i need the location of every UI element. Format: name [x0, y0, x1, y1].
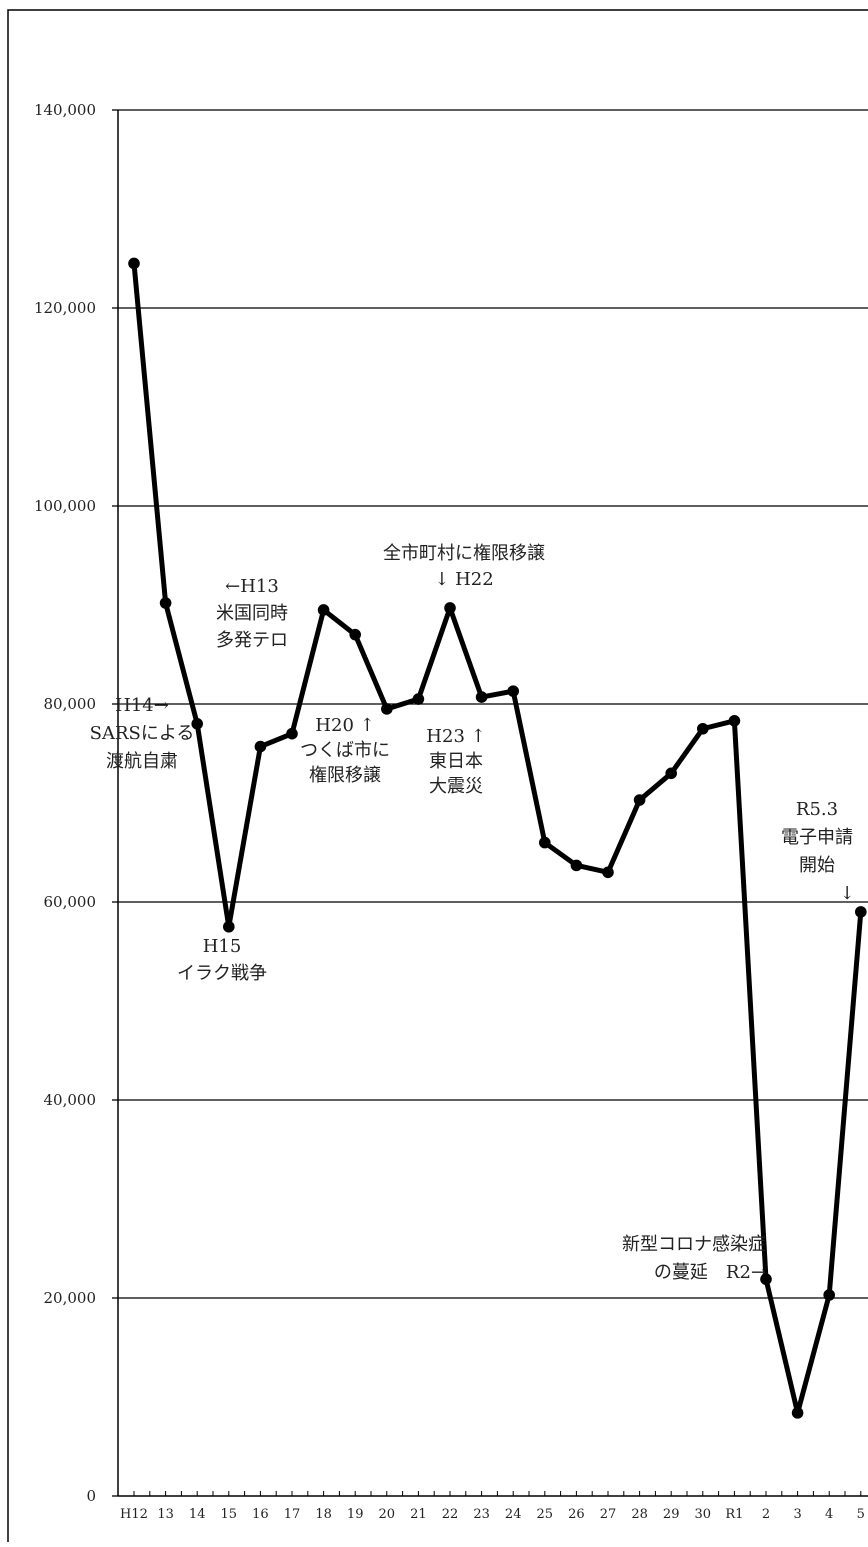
annotation-line: 全市町村に権限移譲: [383, 543, 545, 564]
x-tick-label: 19: [347, 1507, 364, 1522]
x-tick-label: 30: [695, 1507, 712, 1522]
data-point: [633, 794, 646, 806]
annotation-line: 東日本: [429, 751, 483, 772]
y-tick-label: 100,000: [34, 497, 96, 515]
annotation-line: H14→: [115, 695, 169, 716]
annotation: H15 イラク戦争: [177, 936, 267, 984]
data-point: [697, 722, 709, 735]
x-tick-label: 4: [825, 1507, 833, 1522]
annotation-line: 多発テロ: [216, 630, 288, 651]
x-tick-label: 14: [189, 1507, 206, 1522]
y-tick-label: 120,000: [34, 299, 96, 317]
x-tick-label: 29: [663, 1507, 680, 1522]
data-point: [570, 859, 583, 872]
data-point: [381, 703, 393, 715]
x-tick-label: 13: [157, 1507, 174, 1522]
annotation-line: 新型コロナ感染症: [622, 1234, 766, 1255]
data-point: [602, 866, 614, 879]
series-line: [131, 260, 864, 1416]
data-point: [254, 740, 267, 753]
x-tick-label: H12: [120, 1507, 148, 1522]
y-tick-label: 0: [86, 1487, 96, 1505]
data-point: [317, 604, 330, 616]
y-tick-label: 140,000: [34, 101, 96, 119]
data-point: [412, 693, 425, 705]
chart-border: [7, 9, 868, 1547]
data-point: [349, 628, 362, 641]
data-point: [507, 685, 519, 697]
data-point: [475, 691, 488, 703]
x-tick-label: 17: [284, 1507, 301, 1522]
x-tick-label: 21: [410, 1507, 427, 1522]
x-tick-label: 27: [600, 1507, 617, 1522]
annotation-line: つくば市に: [300, 740, 390, 761]
data-point: [128, 257, 140, 270]
data-point: [760, 1273, 772, 1285]
x-tick-label: 28: [631, 1507, 648, 1522]
annotation-line: ↓ H22: [434, 569, 493, 590]
x-tick-label: 18: [315, 1507, 332, 1522]
y-tick-label: 20,000: [44, 1289, 97, 1307]
data-point: [223, 920, 235, 933]
x-tick-label: R1: [725, 1507, 743, 1522]
annotation-line: イラク戦争: [177, 963, 267, 984]
data-point: [823, 1289, 835, 1301]
data-point: [665, 767, 677, 780]
x-tick-label: 26: [568, 1507, 585, 1522]
x-tick-label: 16: [252, 1507, 269, 1522]
annotation-line: 権限移譲: [309, 765, 381, 786]
x-tick-label: 15: [221, 1507, 238, 1522]
series: [128, 257, 867, 1419]
x-axis-tick-labels: H12 13 14 15 16 17 18 19 20 21 22 23 24 25 26 27 28 29 30 R…: [120, 1507, 865, 1522]
annotation-line: H20 ↑: [315, 715, 374, 736]
y-tick-label: 80,000: [44, 695, 97, 713]
annotation-line: H15: [203, 936, 242, 957]
annotation-line: 開始: [799, 855, 835, 876]
data-point: [539, 836, 551, 849]
annotation-line: SARSによる: [90, 723, 195, 744]
annotation-line: 電子申請: [781, 827, 853, 848]
x-tick-label: 2: [762, 1507, 770, 1522]
x-tick-label: 25: [537, 1507, 554, 1522]
x-tick-label: 20: [379, 1507, 396, 1522]
x-tick-label: 3: [793, 1507, 801, 1522]
gridlines: [118, 109, 868, 1299]
x-tick-label: 22: [442, 1507, 459, 1522]
annotation-line: ←H13: [225, 576, 279, 597]
y-tick-label: 60,000: [44, 893, 97, 911]
annotation-line: 米国同時: [216, 603, 288, 624]
annotation-line: ↓: [839, 883, 854, 904]
data-point: [286, 727, 298, 740]
data-point: [791, 1407, 804, 1419]
data-point: [855, 906, 867, 918]
annotation-line: H23 ↑: [426, 726, 485, 747]
annotation-line: 大震災: [429, 776, 483, 797]
data-point: [728, 715, 741, 727]
x-tick-label: 5: [857, 1507, 865, 1522]
x-tick-label: 24: [505, 1507, 522, 1522]
annotation: 全市町村に権限移譲 ↓ H22: [383, 543, 545, 590]
annotation-line: の蔓延 R2→: [654, 1262, 766, 1283]
x-tick-label: 23: [473, 1507, 490, 1522]
y-tick-label: 40,000: [44, 1091, 97, 1109]
data-point: [191, 718, 203, 730]
data-point: [444, 602, 456, 614]
axes: [112, 109, 868, 1497]
data-point: [159, 597, 172, 609]
annotation-line: 渡航自粛: [106, 751, 178, 772]
y-axis-tick-labels: 0 20,000 40,000 60,000 80,000 100,000 120,000 1…: [34, 101, 96, 1505]
annotation-line: R5.3: [796, 799, 838, 820]
